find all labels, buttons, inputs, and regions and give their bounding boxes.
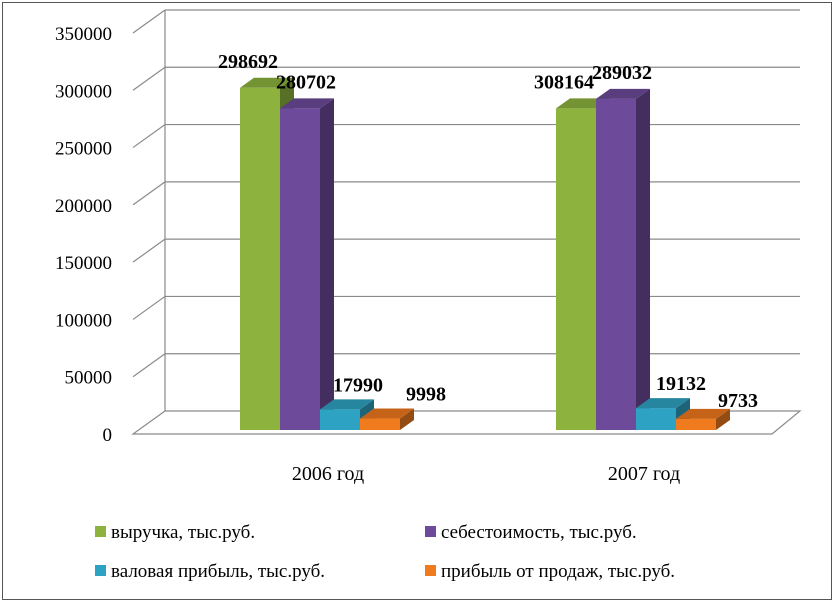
bar-top [360,408,414,419]
bar-top [676,408,730,419]
bar [240,87,280,431]
gridline-depth [132,9,166,34]
legend: выручка, тыс.руб. себестоимость, тыс.руб.… [95,522,675,582]
bar [636,408,676,430]
bar-top [280,98,334,109]
bar-top [240,77,294,88]
legend-swatch [425,526,436,537]
bar-top [636,398,690,409]
y-tick-label: 100000 [55,310,112,331]
y-tick-label: 300000 [55,81,112,102]
y-tick-label: 0 [103,425,113,446]
y-tick-label: 150000 [55,253,112,274]
legend-entry: себестоимость, тыс.руб. [441,522,637,543]
x-category-label: 2007 год [608,463,680,485]
bar [360,418,400,430]
gridline-depth [132,181,166,206]
bar [556,108,596,431]
data-label: 298692 [218,51,278,73]
data-label: 289032 [592,62,652,84]
bar [596,98,636,431]
data-label: 17990 [333,374,383,396]
bar-side [716,408,730,430]
legend-entry: выручка, тыс.руб. [111,522,255,543]
bar [280,108,320,431]
bar-side [400,408,414,430]
data-label: 9733 [718,390,758,412]
legend-entry: прибыль от продаж, тыс.руб. [441,561,675,582]
data-label: 19132 [656,373,706,395]
data-label: 308164 [534,71,594,93]
bar [676,418,716,430]
legend-swatch [425,565,436,576]
gridline-depth [132,124,166,149]
gridline-depth [132,66,166,91]
legend-swatch [95,526,106,537]
y-tick-label: 50000 [65,368,113,389]
bar-side [636,88,650,431]
y-tick-label: 200000 [55,196,112,217]
x-category-label: 2006 год [292,463,364,485]
data-label: 9998 [406,384,446,406]
bar [320,409,360,430]
gridline-depth [132,353,166,378]
x-axis-categories: 2006 год 2007 год [292,463,680,485]
gridline-depth [132,238,166,263]
gridline-depth [132,295,166,320]
legend-swatch [95,565,106,576]
bar-top [320,399,374,410]
bar-side [320,98,334,431]
y-axis-ticks: 0 50000 100000 150000 200000 250000 300000 3500… [55,24,112,446]
data-label: 280702 [276,71,336,93]
y-tick-label: 350000 [55,24,112,45]
bar-top [596,88,650,99]
bars [240,77,730,431]
legend-entry: валовая прибыль, тыс.руб. [111,561,325,582]
y-tick-label: 250000 [55,139,112,160]
